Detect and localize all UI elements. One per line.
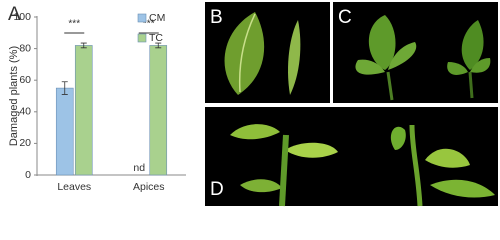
legend-swatch bbox=[137, 13, 147, 23]
legend-label: TC bbox=[149, 32, 163, 44]
bar bbox=[74, 45, 93, 176]
x-tick-label: Apices bbox=[133, 181, 165, 193]
bar bbox=[55, 87, 74, 176]
error-bar bbox=[155, 42, 162, 49]
y-tick-label: 100 bbox=[13, 11, 31, 23]
significance-label: *** bbox=[68, 19, 80, 30]
photo-d bbox=[205, 107, 498, 207]
y-axis-label: Damaged plants (%) bbox=[8, 46, 20, 146]
legend-label: CM bbox=[149, 12, 165, 24]
figure: Damaged plants (%) A B C D 0 20 40 60 80 100 Leave… bbox=[8, 2, 498, 207]
photo-b bbox=[205, 2, 330, 103]
x-tick-label: Leaves bbox=[57, 181, 91, 193]
y-tick-label: 40 bbox=[19, 106, 31, 118]
y-tick-label: 0 bbox=[25, 169, 31, 181]
error-bar bbox=[61, 81, 68, 95]
figure-canvas: Damaged plants (%) A B C D 0 20 40 60 80 100 Leave… bbox=[8, 2, 498, 207]
y-tick-label: 20 bbox=[19, 137, 31, 149]
photo-c bbox=[333, 2, 498, 103]
y-tick-label: 60 bbox=[19, 74, 31, 86]
significance-label: *** bbox=[143, 19, 155, 30]
bar bbox=[149, 45, 168, 176]
not-detected-label: nd bbox=[133, 162, 145, 174]
error-bar bbox=[80, 42, 87, 49]
panel-label: A bbox=[8, 4, 21, 25]
y-tick-label: 80 bbox=[19, 42, 31, 54]
panel-label: C bbox=[338, 7, 352, 28]
panel-label: B bbox=[210, 7, 223, 28]
panel-label: D bbox=[210, 179, 224, 200]
legend-swatch bbox=[137, 33, 147, 43]
